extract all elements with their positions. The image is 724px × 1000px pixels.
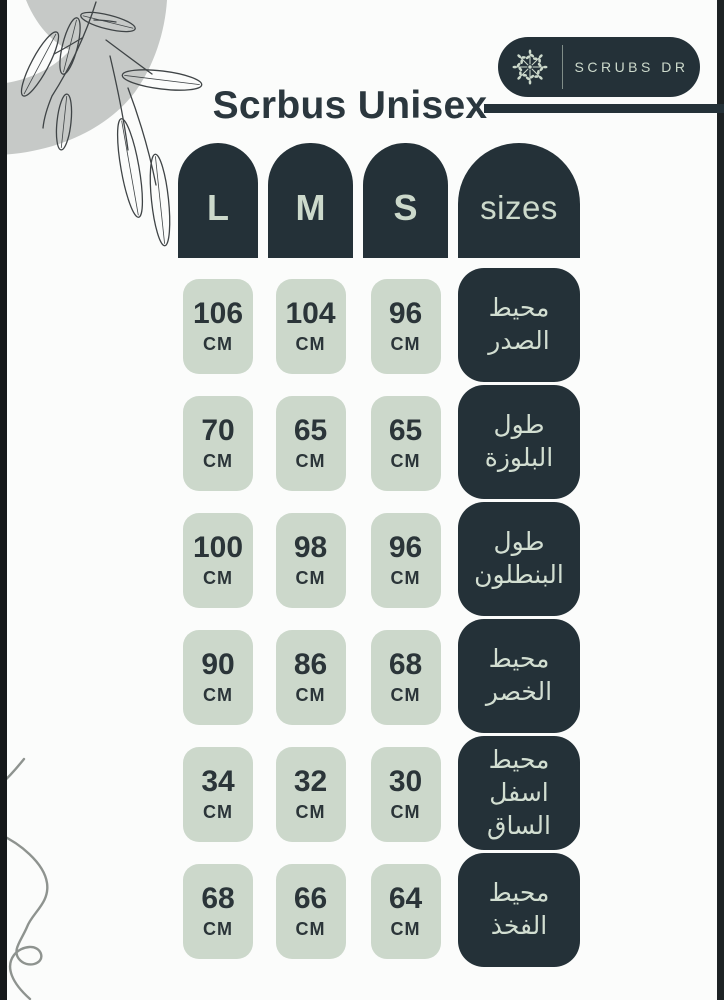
right-edge-bar: [717, 0, 724, 1000]
column-header-M: M: [268, 143, 353, 258]
measurement-unit: CM: [295, 450, 326, 471]
measurement-value: 30: [388, 765, 423, 799]
measurement-cell: 96 CM: [370, 279, 441, 374]
measurement-unit: CM: [203, 567, 233, 588]
measurement-unit: CM: [295, 684, 326, 705]
measurement-value: 104: [285, 297, 336, 331]
measurement-unit: CM: [203, 333, 233, 354]
measurement-unit: CM: [295, 918, 326, 939]
measurement-unit: CM: [203, 801, 233, 822]
measurement-value: 98: [293, 531, 328, 565]
row-label-lower-leg: محيط اسفل الساق: [458, 736, 580, 850]
measurement-value: 66: [293, 882, 328, 916]
measurement-value: 70: [201, 414, 235, 448]
measurement-value: 65: [293, 414, 328, 448]
brand-name: SCRUBS DR: [574, 59, 689, 75]
measurement-value: 100: [192, 531, 244, 565]
measurement-unit: CM: [295, 333, 326, 354]
squiggle-line-icon: [0, 757, 49, 1000]
measurement-cell: 34 CM: [183, 747, 253, 842]
measurement-value: 68: [388, 648, 423, 682]
measurement-value: 90: [201, 648, 235, 682]
measurement-cell: 98 CM: [275, 513, 346, 608]
measurement-unit: CM: [390, 801, 421, 822]
measurement-cell: 65 CM: [275, 396, 346, 491]
measurement-unit: CM: [203, 450, 233, 471]
measurement-value: 65: [388, 414, 423, 448]
logo-underline-bar: [484, 104, 724, 113]
column-header-L: L: [178, 143, 258, 258]
measurement-cell: 66 CM: [275, 864, 346, 959]
measurement-cell: 96 CM: [370, 513, 441, 608]
measurement-cell: 64 CM: [370, 864, 441, 959]
column-header-sizes: sizes: [458, 143, 580, 258]
measurement-unit: CM: [295, 567, 326, 588]
logo-divider: [562, 45, 563, 89]
row-label-blouse-length: طول البلوزة: [458, 385, 580, 499]
measurement-unit: CM: [295, 801, 326, 822]
measurement-value: 96: [388, 297, 423, 331]
measurement-cell: 70 CM: [183, 396, 253, 491]
measurement-value: 106: [192, 297, 244, 331]
measurement-cell: 32 CM: [275, 747, 346, 842]
measurement-value: 86: [293, 648, 328, 682]
tree-icon: [498, 46, 562, 88]
measurement-cell: 90 CM: [183, 630, 253, 725]
measurement-unit: CM: [203, 918, 233, 939]
measurement-unit: CM: [390, 918, 421, 939]
measurement-cell: 100 CM: [183, 513, 253, 608]
row-label-waist: محيط الخصر: [458, 619, 580, 733]
column-header-S: S: [363, 143, 448, 258]
measurement-cell: 106 CM: [183, 279, 253, 374]
row-label-chest: محيط الصدر: [458, 268, 580, 382]
measurement-unit: CM: [390, 450, 421, 471]
row-label-pants-length: طول البنطلون: [458, 502, 580, 616]
measurement-cell: 104 CM: [275, 279, 346, 374]
measurement-value: 32: [293, 765, 328, 799]
measurement-value: 68: [201, 882, 235, 916]
measurement-unit: CM: [390, 567, 421, 588]
measurement-unit: CM: [203, 684, 233, 705]
row-label-thigh: محيط الفخذ: [458, 853, 580, 967]
measurement-cell: 30 CM: [370, 747, 441, 842]
measurement-unit: CM: [390, 333, 421, 354]
measurement-cell: 86 CM: [275, 630, 346, 725]
brand-logo: SCRUBS DR: [498, 37, 700, 97]
gray-blob-decoration: [0, 0, 167, 155]
measurement-value: 34: [201, 765, 235, 799]
measurement-cell: 68 CM: [370, 630, 441, 725]
left-edge-bar: [0, 0, 7, 1000]
measurement-unit: CM: [390, 684, 421, 705]
measurement-value: 64: [388, 882, 423, 916]
size-table: L M S sizes 106 CM 104 CM 96 CM محيط الص…: [178, 143, 580, 970]
measurement-cell: 65 CM: [370, 396, 441, 491]
measurement-value: 96: [388, 531, 423, 565]
measurement-cell: 68 CM: [183, 864, 253, 959]
page-title: Scrbus Unisex: [212, 84, 488, 127]
